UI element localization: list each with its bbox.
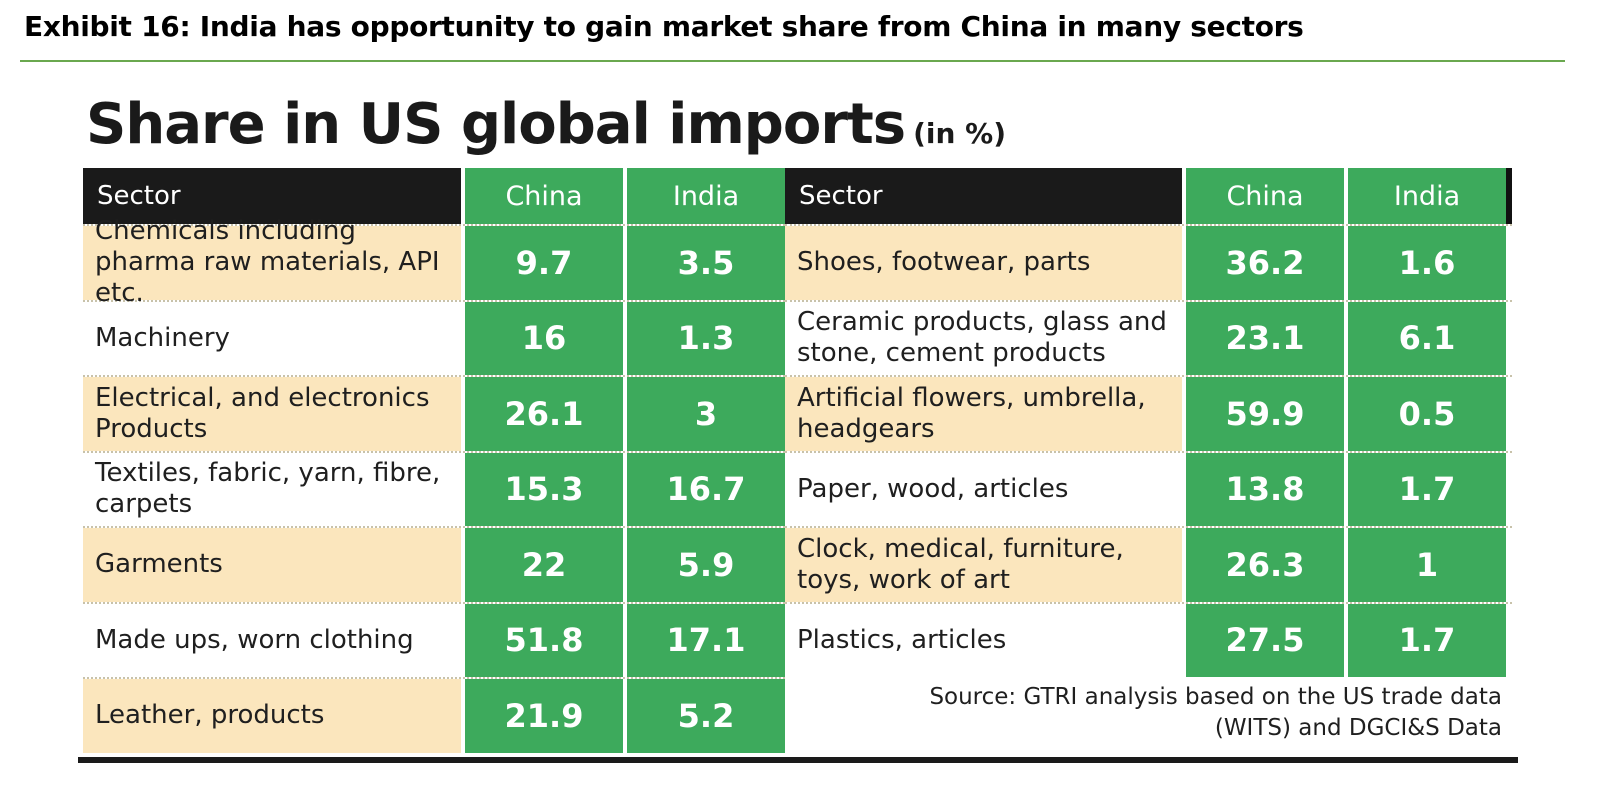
table-right-body: Shoes, footwear, parts 36.2 1.6 Ceramic pro… xyxy=(785,224,1512,677)
china-value-cell: 36.2 xyxy=(1182,226,1344,300)
sector-cell: Machinery xyxy=(83,301,461,375)
china-value-cell: 26.1 xyxy=(461,377,623,451)
table-row: Garments 22 5.9 xyxy=(83,526,785,602)
sector-cell: Garments xyxy=(83,528,461,602)
source-line-1: Source: GTRI analysis based on the US tr… xyxy=(929,684,1502,710)
chart-title: Share in US global imports (in %) xyxy=(86,92,1006,157)
india-value-cell: 1.7 xyxy=(1344,603,1506,677)
sector-cell: Ceramic products, glass and stone, cemen… xyxy=(785,301,1182,375)
sector-cell: Plastics, articles xyxy=(785,603,1182,677)
sector-cell: Leather, products xyxy=(83,679,461,753)
exhibit-divider xyxy=(20,60,1565,62)
chart-title-unit: (in %) xyxy=(913,117,1007,150)
china-value-cell: 13.8 xyxy=(1182,452,1344,526)
header-india: India xyxy=(1344,168,1506,224)
bottom-divider xyxy=(78,757,1518,763)
header-china: China xyxy=(1182,168,1344,224)
sector-cell: Paper, wood, articles xyxy=(785,452,1182,526)
india-value-cell: 16.7 xyxy=(623,452,785,526)
table-row: Machinery 16 1.3 xyxy=(83,299,785,375)
table-row: Ceramic products, glass and stone, cemen… xyxy=(785,299,1512,375)
sector-cell: Shoes, footwear, parts xyxy=(785,226,1182,300)
table-row: Textiles, fabric, yarn, fibre, carpets 15… xyxy=(83,450,785,526)
india-value-cell: 17.1 xyxy=(623,603,785,677)
chart-title-text: Share in US global imports xyxy=(86,92,906,157)
sector-cell: Artificial flowers, umbrella, headgears xyxy=(785,377,1182,451)
india-value-cell: 0.5 xyxy=(1344,377,1506,451)
header-sector: Sector xyxy=(83,168,461,224)
sector-cell: Chemicals including pharma raw materials… xyxy=(83,216,461,308)
india-value-cell: 1.6 xyxy=(1344,226,1506,300)
india-value-cell: 5.2 xyxy=(623,679,785,753)
table-left: Sector China India Chemicals including p… xyxy=(83,168,785,753)
table-row: Clock, medical, furniture, toys, work of… xyxy=(785,526,1512,602)
china-value-cell: 27.5 xyxy=(1182,603,1344,677)
table-row: Paper, wood, articles 13.8 1.7 xyxy=(785,450,1512,526)
table-row: Chemicals including pharma raw materials… xyxy=(83,216,785,308)
china-value-cell: 51.8 xyxy=(461,603,623,677)
china-value-cell: 9.7 xyxy=(461,226,623,300)
sector-cell: Made ups, worn clothing xyxy=(83,603,461,677)
table-left-body: Chemicals including pharma raw materials… xyxy=(83,216,785,753)
table-row: Artificial flowers, umbrella, headgears 5… xyxy=(785,375,1512,451)
table-row: Made ups, worn clothing 51.8 17.1 xyxy=(83,601,785,677)
table-row: Plastics, articles 27.5 1.7 xyxy=(785,601,1512,677)
table-row: Electrical, and electronics Products 26.1… xyxy=(83,375,785,451)
header-china: China xyxy=(461,168,623,224)
china-value-cell: 21.9 xyxy=(461,679,623,753)
china-value-cell: 26.3 xyxy=(1182,528,1344,602)
table-header-row: Sector China India xyxy=(83,168,785,224)
india-value-cell: 6.1 xyxy=(1344,301,1506,375)
sector-cell: Electrical, and electronics Products xyxy=(83,377,461,451)
header-sector: Sector xyxy=(785,168,1182,224)
china-value-cell: 59.9 xyxy=(1182,377,1344,451)
table-row: Leather, products 21.9 5.2 xyxy=(83,677,785,753)
china-value-cell: 15.3 xyxy=(461,452,623,526)
source-note: Source: GTRI analysis based on the US tr… xyxy=(929,682,1502,744)
china-value-cell: 23.1 xyxy=(1182,301,1344,375)
india-value-cell: 5.9 xyxy=(623,528,785,602)
china-value-cell: 16 xyxy=(461,301,623,375)
india-value-cell: 3.5 xyxy=(623,226,785,300)
india-value-cell: 1 xyxy=(1344,528,1506,602)
table-header-row: Sector China India xyxy=(785,168,1512,224)
exhibit-title: Exhibit 16: India has opportunity to gai… xyxy=(24,10,1304,43)
china-value-cell: 22 xyxy=(461,528,623,602)
table-row: Shoes, footwear, parts 36.2 1.6 xyxy=(785,224,1512,300)
table-right: Sector China India Shoes, footwear, part… xyxy=(785,168,1512,677)
sector-cell: Clock, medical, furniture, toys, work of… xyxy=(785,528,1182,602)
sector-cell: Textiles, fabric, yarn, fibre, carpets xyxy=(83,452,461,526)
header-india: India xyxy=(623,168,785,224)
india-value-cell: 1.7 xyxy=(1344,452,1506,526)
india-value-cell: 1.3 xyxy=(623,301,785,375)
source-line-2: (WITS) and DGCI&S Data xyxy=(1214,715,1502,741)
india-value-cell: 3 xyxy=(623,377,785,451)
